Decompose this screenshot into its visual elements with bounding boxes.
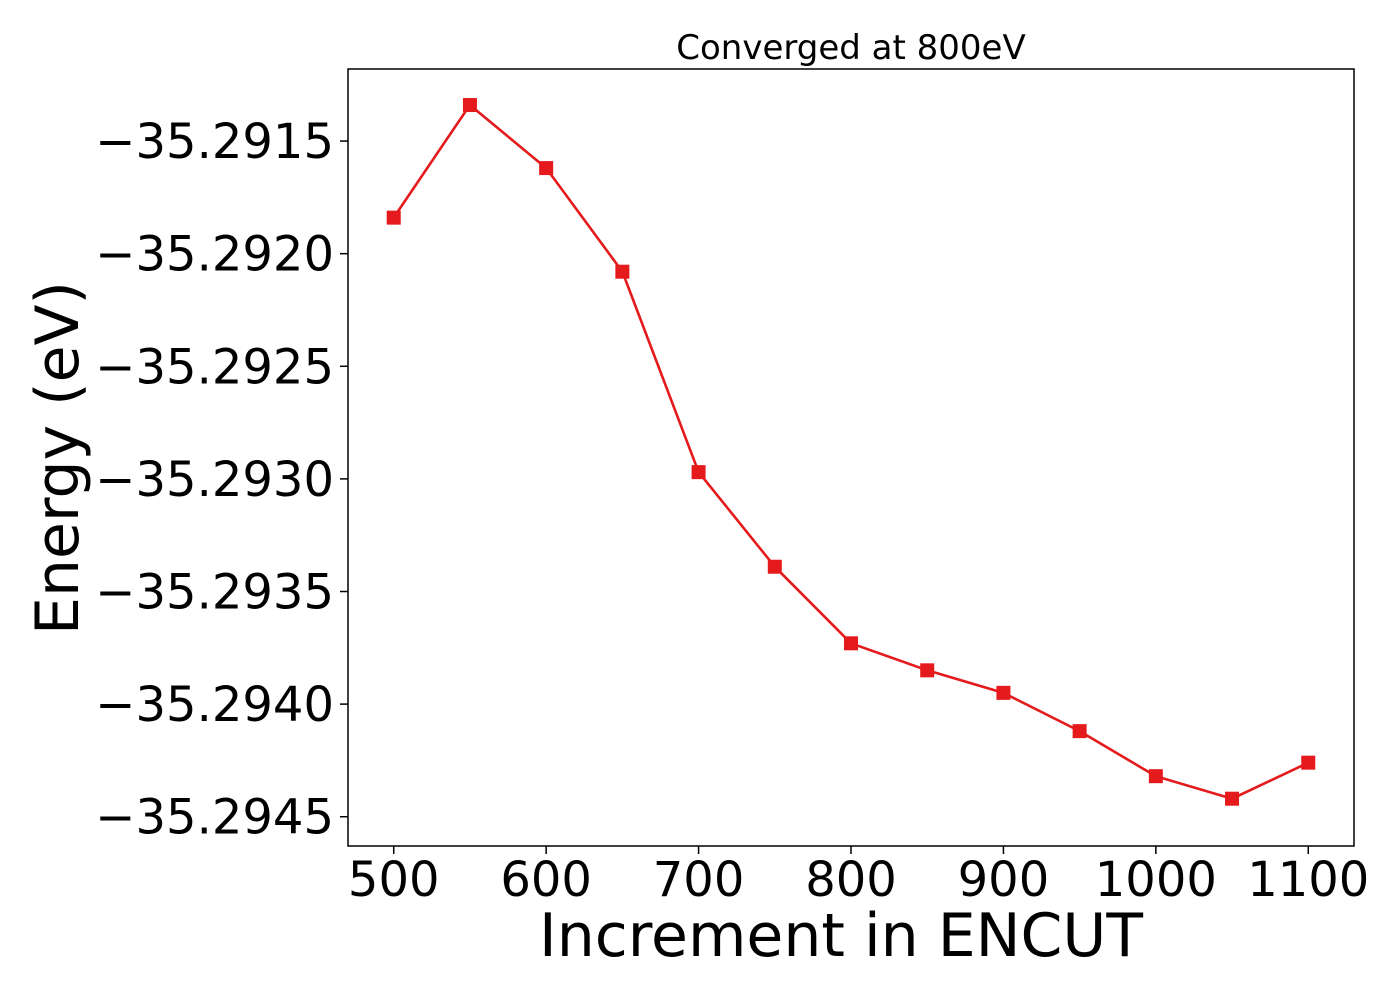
x-tick-label: 900 bbox=[958, 852, 1050, 908]
x-tick-label: 1100 bbox=[1247, 852, 1369, 908]
y-tick-label: −35.2935 bbox=[95, 565, 334, 621]
y-tick-label: −35.2925 bbox=[95, 339, 334, 395]
x-axis-label: Increment in ENCUT bbox=[539, 901, 1143, 971]
x-axis-ticks: 500 600 700 800 900 1000 1100 bbox=[348, 846, 1369, 908]
data-point-marker bbox=[386, 210, 401, 225]
data-point-marker bbox=[539, 161, 554, 176]
data-point-marker bbox=[1148, 769, 1163, 784]
chart-title: Converged at 800eV bbox=[676, 28, 1025, 68]
y-axis-label: Energy (eV) bbox=[23, 281, 93, 635]
y-tick-label: −35.2945 bbox=[95, 790, 334, 846]
y-tick-label: −35.2940 bbox=[95, 677, 334, 733]
plot-frame bbox=[347, 68, 1355, 847]
data-point-marker bbox=[615, 264, 630, 279]
y-tick-label: −35.2915 bbox=[95, 114, 334, 170]
y-tick-label: −35.2920 bbox=[95, 227, 334, 283]
data-point-marker bbox=[920, 663, 935, 678]
x-tick-label: 1000 bbox=[1095, 852, 1217, 908]
plot-area bbox=[348, 69, 1354, 846]
y-tick-label: −35.2930 bbox=[95, 452, 334, 508]
data-point-marker bbox=[1072, 724, 1087, 739]
series-layer bbox=[386, 98, 1316, 806]
data-point-marker bbox=[844, 636, 858, 651]
x-tick-label: 800 bbox=[805, 852, 897, 908]
data-point-marker bbox=[767, 559, 782, 574]
y-axis-ticks: −35.2915 −35.2920 −35.2925 −35.2930 −35.2935… bbox=[95, 114, 348, 846]
data-point-marker bbox=[996, 685, 1011, 700]
x-tick-label: 600 bbox=[500, 852, 592, 908]
data-point-marker bbox=[462, 98, 477, 113]
data-point-marker bbox=[1301, 755, 1316, 770]
x-tick-label: 500 bbox=[348, 852, 440, 908]
data-point-marker bbox=[691, 465, 706, 480]
x-tick-label: 700 bbox=[653, 852, 745, 908]
data-point-marker bbox=[1225, 791, 1240, 806]
